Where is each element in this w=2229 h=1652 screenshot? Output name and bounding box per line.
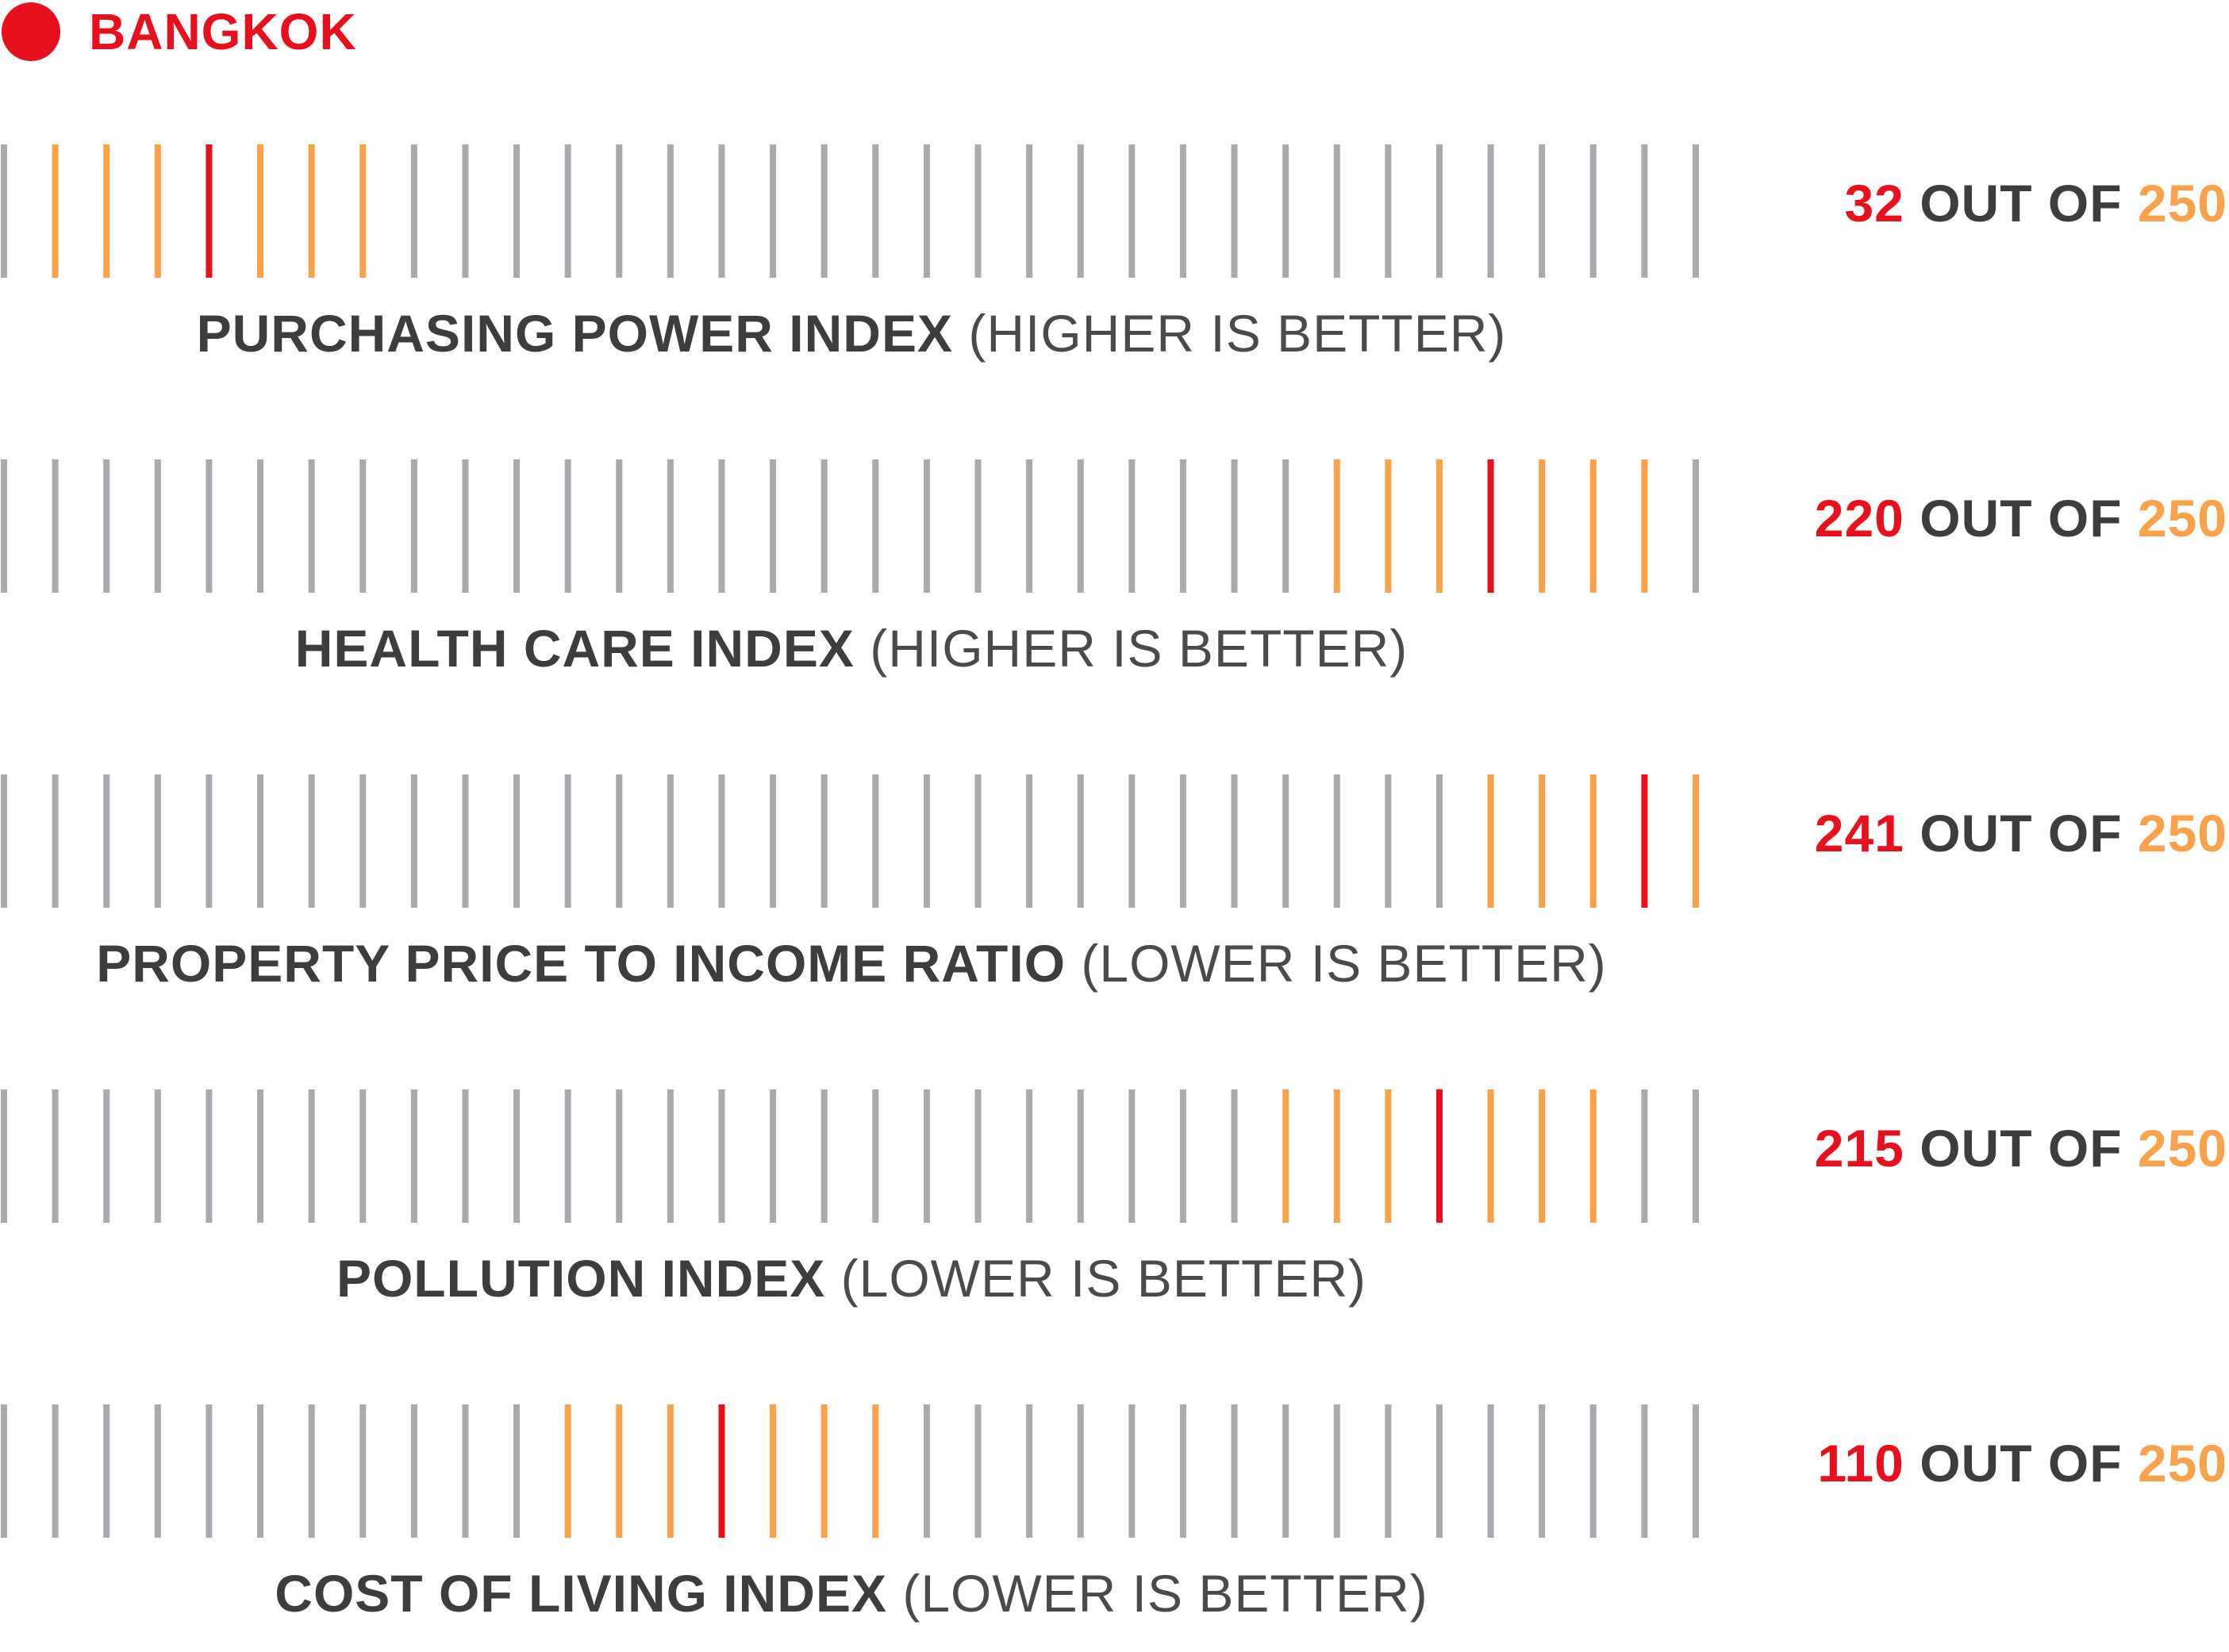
metric-label: COST OF LIVING INDEX (LOWER IS BETTER) [0,1563,1703,1623]
rank-text: 220 OUT OF 250 [1815,488,2227,548]
rank-total: 250 [2137,174,2227,232]
metric-label: POLLUTION INDEX (LOWER IS BETTER) [0,1248,1703,1308]
metric-label: PURCHASING POWER INDEX (HIGHER IS BETTER… [0,303,1703,363]
metric-direction-note: (LOWER IS BETTER) [902,1564,1428,1623]
rank-value: 110 [1817,1434,1904,1493]
metric-label: PROPERTY PRICE TO INCOME RATIO (LOWER IS… [0,933,1703,993]
rank-value: 220 [1814,489,1904,547]
rank-out-of: OUT OF [1920,1119,2123,1178]
rank-text: 215 OUT OF 250 [1815,1118,2227,1178]
metric-direction-note: (LOWER IS BETTER) [1081,934,1607,993]
rank-out-of: OUT OF [1920,1434,2123,1493]
rank-total: 250 [2137,1434,2227,1493]
city-header: BANGKOK [0,0,357,63]
rank-total: 250 [2137,1119,2227,1178]
metric-name: HEALTH CARE INDEX [294,619,855,678]
rank-value: 241 [1814,804,1904,862]
metric-name: COST OF LIVING INDEX [275,1564,887,1623]
rank-text: 110 OUT OF 250 [1817,1433,2227,1493]
rank-out-of: OUT OF [1920,804,2123,862]
metric-label: HEALTH CARE INDEX (HIGHER IS BETTER) [0,618,1703,678]
rank-text: 241 OUT OF 250 [1815,803,2227,863]
metric-direction-note: (HIGHER IS BETTER) [968,304,1507,363]
metric-direction-note: (LOWER IS BETTER) [840,1249,1367,1308]
city-name: BANGKOK [89,3,357,60]
rank-total: 250 [2137,489,2227,547]
rank-value: 32 [1844,174,1904,232]
metric-name: PURCHASING POWER INDEX [196,304,954,363]
city-marker-dot-icon [2,2,60,61]
rank-out-of: OUT OF [1920,174,2123,232]
metric-name: POLLUTION INDEX [336,1249,826,1308]
rank-out-of: OUT OF [1920,489,2123,547]
rank-text: 32 OUT OF 250 [1844,173,2227,233]
metric-name: PROPERTY PRICE TO INCOME RATIO [96,934,1066,993]
rank-value: 215 [1814,1119,1904,1178]
rank-total: 250 [2137,804,2227,862]
metric-direction-note: (HIGHER IS BETTER) [870,619,1408,678]
